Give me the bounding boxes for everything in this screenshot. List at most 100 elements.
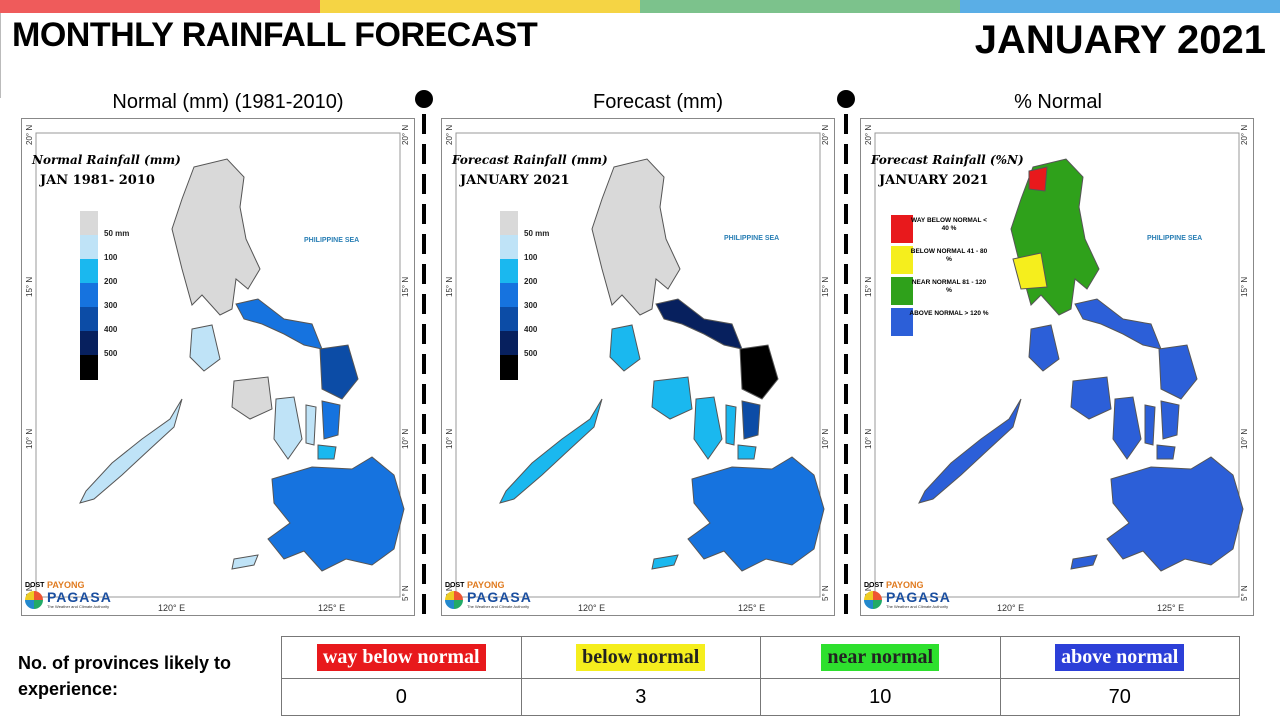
header-cell: near normal bbox=[760, 635, 1001, 680]
latitude-label: 15° N bbox=[445, 277, 454, 297]
island-luzon bbox=[171, 158, 261, 316]
island-panay bbox=[651, 376, 693, 420]
latitude-label: 15° N bbox=[25, 277, 34, 297]
topbar-green bbox=[640, 0, 960, 13]
header-cell: below normal bbox=[520, 635, 761, 680]
map-frame bbox=[874, 132, 1240, 598]
logo-dost: DOST bbox=[864, 582, 884, 589]
count-way-below: 0 bbox=[281, 678, 522, 716]
divider-dash bbox=[422, 324, 426, 344]
map-forecast: 20° N20° N15° N15° N10° N10° N5° N5° N12… bbox=[441, 118, 835, 616]
divider-dash bbox=[422, 594, 426, 614]
legend-label: 400 bbox=[524, 325, 538, 334]
legend-label: 50 mm bbox=[104, 229, 130, 238]
latitude-label: 15° N bbox=[401, 277, 410, 297]
category-swatch bbox=[891, 215, 913, 243]
island-sulu bbox=[231, 554, 259, 570]
top-color-bar bbox=[0, 0, 1280, 13]
divider-dash bbox=[844, 294, 848, 314]
dost-emblem-icon bbox=[445, 591, 463, 609]
category-swatch bbox=[891, 277, 913, 305]
divider-dash bbox=[844, 504, 848, 524]
island-negros bbox=[273, 396, 303, 460]
count-near: 10 bbox=[760, 678, 1001, 716]
latitude-label: 5° N bbox=[821, 585, 830, 601]
map-frame bbox=[455, 132, 821, 598]
divider-dash bbox=[422, 414, 426, 434]
island-negros bbox=[1112, 396, 1142, 460]
divider-dash bbox=[844, 564, 848, 584]
divider-dash bbox=[844, 264, 848, 284]
divider-dash bbox=[844, 234, 848, 254]
logo-dost: DOST bbox=[25, 582, 45, 589]
legend-swatch bbox=[80, 211, 98, 236]
latitude-label: 20° N bbox=[401, 125, 410, 145]
map-title: Normal Rainfall (mm) bbox=[32, 153, 181, 167]
category-label: NEAR NORMAL 81 - 120 % bbox=[911, 279, 987, 294]
longitude-label: 120° E bbox=[578, 603, 605, 613]
island-bicol bbox=[1074, 298, 1162, 350]
divider-dash bbox=[422, 204, 426, 224]
pagasa-logo: DOST PAYONG PAGASA The Weather and Clima… bbox=[445, 580, 555, 612]
logo-pagasa: PAGASA bbox=[47, 589, 112, 605]
divider-dash bbox=[844, 414, 848, 434]
island-palawan bbox=[918, 398, 1022, 504]
category-swatch bbox=[891, 308, 913, 336]
legend-swatch bbox=[500, 331, 518, 356]
sea-label: PHILIPPINE SEA bbox=[304, 237, 360, 244]
topbar-blue bbox=[960, 0, 1280, 13]
category-chip-above: above normal bbox=[1055, 644, 1185, 672]
sea-label: PHILIPPINE SEA bbox=[724, 235, 780, 242]
divider-dash bbox=[844, 354, 848, 374]
legend-swatch bbox=[80, 259, 98, 284]
longitude-label: 120° E bbox=[158, 603, 185, 613]
legend-label: 50 mm bbox=[524, 229, 550, 238]
province-count-table: way below normal below normal near norma… bbox=[281, 635, 1240, 716]
island-palawan bbox=[79, 398, 183, 504]
legend-swatch bbox=[80, 307, 98, 332]
category-swatch bbox=[891, 246, 913, 274]
logo-tagline: The Weather and Climate Authority bbox=[47, 604, 110, 609]
latitude-label: 20° N bbox=[821, 125, 830, 145]
map-subtitle: JANUARY 2021 bbox=[460, 173, 570, 188]
divider-dot bbox=[415, 90, 433, 108]
category-chip-below: below normal bbox=[576, 644, 706, 672]
island-luzon bbox=[591, 158, 681, 316]
legend-label: 300 bbox=[104, 301, 118, 310]
divider-dash bbox=[422, 264, 426, 284]
divider-dash bbox=[422, 144, 426, 164]
divider-dash bbox=[844, 324, 848, 344]
latitude-label: 10° N bbox=[25, 429, 34, 449]
table-header-row: way below normal below normal near norma… bbox=[281, 635, 1240, 680]
pagasa-logo: DOST PAYONG PAGASA The Weather and Clima… bbox=[864, 580, 974, 612]
divider-dash bbox=[422, 564, 426, 584]
logo-tagline: The Weather and Climate Authority bbox=[467, 604, 530, 609]
divider-dot bbox=[837, 90, 855, 108]
map-frame bbox=[35, 132, 401, 598]
latitude-label: 5° N bbox=[1240, 585, 1249, 601]
island-bohol bbox=[317, 444, 337, 460]
legend-label: 100 bbox=[104, 253, 118, 262]
legend-label: 500 bbox=[524, 349, 538, 358]
legend-swatch bbox=[80, 283, 98, 308]
legend-swatch bbox=[500, 307, 518, 332]
logo-tagline: The Weather and Climate Authority bbox=[886, 604, 949, 609]
map-forecast-graphic: 20° N20° N15° N15° N10° N10° N5° N5° N12… bbox=[445, 125, 830, 613]
divider-dash bbox=[844, 384, 848, 404]
map-subtitle: JAN 1981- 2010 bbox=[40, 173, 155, 188]
latitude-label: 15° N bbox=[1240, 277, 1249, 297]
table-row: 0 3 10 70 bbox=[281, 678, 1240, 716]
divider-dash bbox=[422, 354, 426, 374]
panel-heading-normal: Normal (mm) (1981-2010) bbox=[112, 91, 344, 113]
divider-dash bbox=[422, 444, 426, 464]
divider-dash bbox=[844, 144, 848, 164]
island-mindoro bbox=[609, 324, 641, 372]
header-cell: above normal bbox=[999, 635, 1240, 680]
divider-dash bbox=[422, 294, 426, 314]
legend-label: 400 bbox=[104, 325, 118, 334]
panel-heading-forecast: Forecast (mm) bbox=[593, 91, 723, 113]
logo-pagasa: PAGASA bbox=[886, 589, 951, 605]
map-normal-graphic: 20° N20° N15° N15° N10° N10° N5° N5° N12… bbox=[25, 125, 410, 613]
divider-dash bbox=[422, 534, 426, 554]
legend-label: 300 bbox=[524, 301, 538, 310]
